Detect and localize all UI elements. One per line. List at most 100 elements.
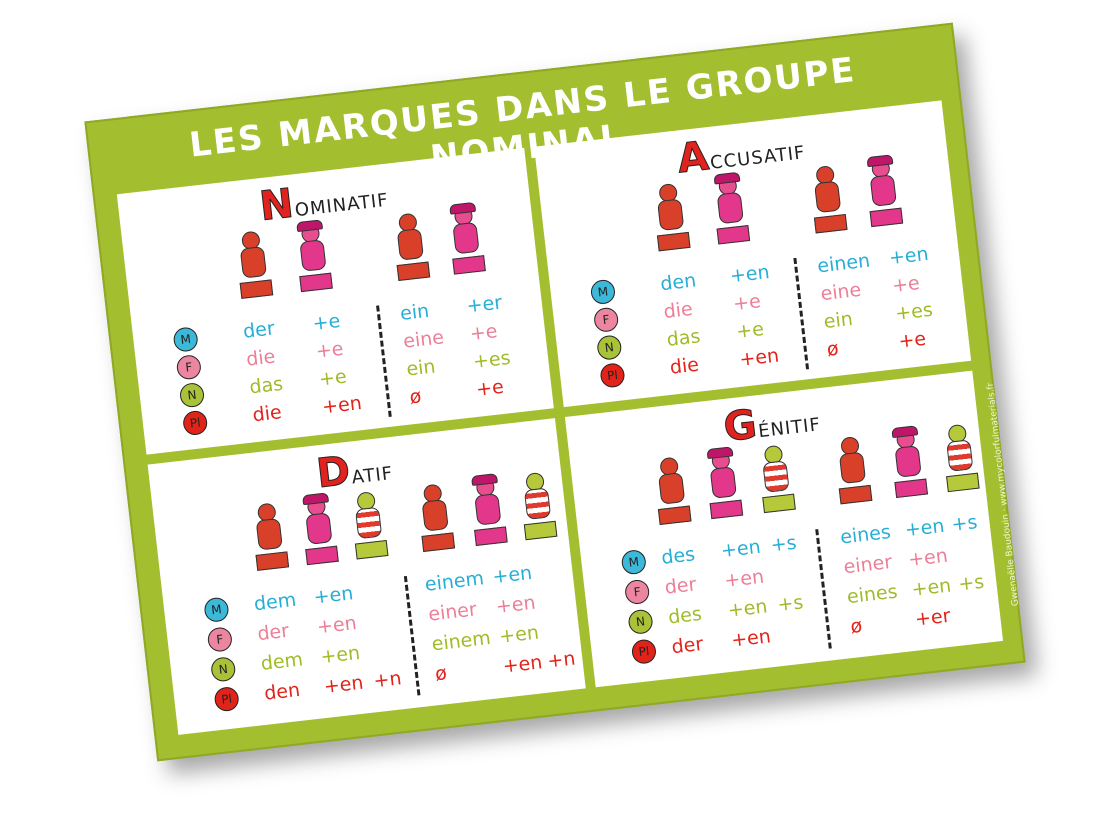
- neuter-figure-icon: [516, 467, 558, 546]
- article: einen: [816, 249, 872, 278]
- badge-m: M: [589, 278, 617, 306]
- neuter-figure-icon: [347, 486, 389, 565]
- article: des: [660, 543, 697, 569]
- article: die: [245, 345, 277, 371]
- feminine-figure-icon: [466, 473, 508, 552]
- ending: +e: [314, 337, 345, 363]
- article: der: [256, 619, 291, 646]
- ending: +es: [894, 298, 934, 325]
- article: dem: [259, 648, 305, 675]
- ending: +en: [322, 671, 365, 698]
- badge-m: M: [203, 596, 230, 624]
- article: den: [659, 269, 698, 296]
- ending: +en: [498, 621, 541, 648]
- panel-datif: DATIF M dem +en einem +en: [147, 418, 586, 735]
- article: den: [263, 678, 302, 705]
- ending: +en: [501, 651, 544, 678]
- ending: +e: [317, 365, 348, 391]
- article: die: [668, 353, 701, 379]
- neuter-figure-icon: [754, 440, 796, 519]
- ending: +en: [321, 392, 363, 419]
- panel-nominatif: NOMINATIF M der +e ein +er F die: [116, 147, 554, 455]
- article: der: [663, 573, 698, 599]
- article: ø: [849, 614, 864, 638]
- ending: +en: [319, 641, 362, 669]
- badge-f: F: [623, 578, 651, 606]
- ending: +en: [730, 625, 772, 652]
- article: dem: [252, 588, 298, 616]
- ending: +en: [903, 514, 946, 542]
- masculine-figure-icon: [649, 178, 691, 257]
- feminine-figure-icon: [444, 201, 486, 280]
- ending: +en: [887, 242, 930, 270]
- ending: +en: [723, 565, 766, 592]
- article: eine: [402, 326, 446, 353]
- badge-pl: Pl: [213, 685, 240, 713]
- masculine-figure-icon: [806, 160, 848, 239]
- ending: +en: [315, 612, 358, 639]
- badge-n: N: [627, 608, 654, 636]
- poster: LES MARQUES DANS LE GROUPE NOMINAL NOMIN…: [84, 22, 1026, 762]
- ending: +er: [465, 291, 504, 318]
- ending-noun: +n: [546, 647, 577, 673]
- article: eines: [839, 520, 892, 549]
- badge-f: F: [206, 626, 234, 653]
- ending: +en: [728, 261, 771, 288]
- badge-pl: Pl: [630, 638, 658, 665]
- masculine-figure-icon: [831, 431, 873, 510]
- ending: +en: [494, 591, 537, 618]
- article: einem: [423, 567, 486, 596]
- panel-genitif: GÉNITIF M des +en +s eines +en +s: [564, 370, 1004, 688]
- panel-accusatif: ACCUSATIF M den +en einen +en F die: [534, 100, 972, 408]
- badge-f: F: [592, 306, 620, 334]
- masculine-figure-icon: [232, 226, 274, 305]
- article: einer: [842, 551, 894, 579]
- article: des: [667, 602, 703, 629]
- article: der: [670, 632, 705, 659]
- article: eines: [845, 580, 899, 609]
- ending: +en: [719, 535, 762, 563]
- article: ø: [433, 662, 448, 686]
- badge-m: M: [620, 548, 648, 576]
- badge-n: N: [209, 656, 237, 683]
- article: ein: [822, 307, 854, 334]
- masculine-figure-icon: [413, 479, 456, 558]
- badge-pl: Pl: [181, 409, 209, 437]
- masculine-figure-icon: [389, 208, 431, 287]
- article: ø: [825, 337, 840, 361]
- badge-pl: Pl: [599, 362, 626, 389]
- article: einem: [430, 626, 492, 656]
- ending-noun: +s: [769, 531, 798, 557]
- ending: +e: [897, 327, 928, 353]
- article: ø: [408, 385, 423, 409]
- ending: +en: [312, 582, 355, 609]
- article: die: [251, 401, 283, 427]
- article: der: [241, 317, 276, 343]
- masculine-figure-icon: [650, 452, 692, 531]
- ending: +er: [913, 604, 952, 631]
- badge-f: F: [175, 354, 203, 381]
- feminine-figure-icon: [297, 492, 339, 571]
- masculine-figure-icon: [247, 498, 290, 577]
- article: das: [665, 325, 702, 351]
- ending: +es: [471, 346, 512, 374]
- ending: +e: [731, 290, 762, 316]
- ending: +e: [311, 309, 342, 335]
- ending: +en: [738, 344, 781, 371]
- ending: +e: [475, 375, 505, 401]
- article: einer: [427, 598, 478, 626]
- ending-noun: +s: [957, 570, 986, 596]
- ending: +en: [907, 544, 949, 572]
- ending: +en: [726, 595, 769, 622]
- ending-noun: +s: [950, 511, 979, 536]
- ending: +e: [735, 318, 766, 344]
- ending: +en: [491, 561, 534, 589]
- ending-noun: +s: [776, 591, 805, 617]
- article: ein: [398, 299, 431, 325]
- feminine-figure-icon: [861, 154, 904, 233]
- feminine-figure-icon: [701, 446, 744, 525]
- ending: +en: [910, 574, 953, 601]
- ending-noun: +n: [372, 667, 403, 693]
- badge-n: N: [178, 381, 206, 409]
